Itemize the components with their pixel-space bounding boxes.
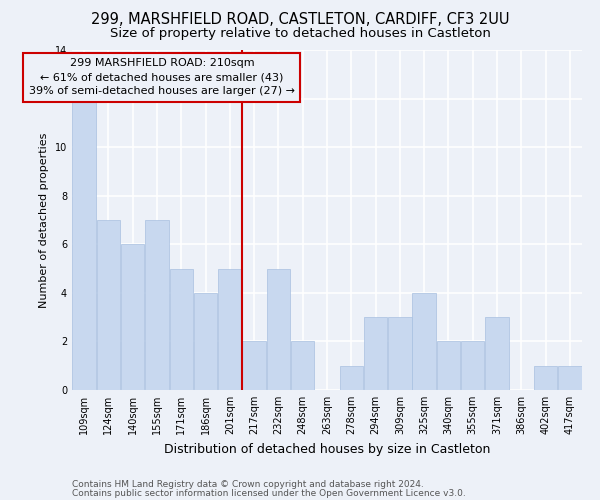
Bar [266, 268, 290, 390]
Bar [437, 342, 460, 390]
Bar [534, 366, 557, 390]
X-axis label: Distribution of detached houses by size in Castleton: Distribution of detached houses by size … [164, 442, 490, 456]
Text: 299, MARSHFIELD ROAD, CASTLETON, CARDIFF, CF3 2UU: 299, MARSHFIELD ROAD, CASTLETON, CARDIFF… [91, 12, 509, 28]
Bar [121, 244, 145, 390]
Text: 299 MARSHFIELD ROAD: 210sqm
← 61% of detached houses are smaller (43)
39% of sem: 299 MARSHFIELD ROAD: 210sqm ← 61% of det… [29, 58, 295, 96]
Text: Size of property relative to detached houses in Castleton: Size of property relative to detached ho… [110, 28, 490, 40]
Bar [291, 342, 314, 390]
Bar [485, 317, 509, 390]
Bar [364, 317, 388, 390]
Bar [461, 342, 484, 390]
Bar [388, 317, 412, 390]
Bar [242, 342, 266, 390]
Bar [97, 220, 120, 390]
Text: Contains public sector information licensed under the Open Government Licence v3: Contains public sector information licen… [72, 488, 466, 498]
Bar [170, 268, 193, 390]
Bar [145, 220, 169, 390]
Y-axis label: Number of detached properties: Number of detached properties [39, 132, 49, 308]
Text: Contains HM Land Registry data © Crown copyright and database right 2024.: Contains HM Land Registry data © Crown c… [72, 480, 424, 489]
Bar [73, 98, 96, 390]
Bar [194, 293, 217, 390]
Bar [558, 366, 581, 390]
Bar [340, 366, 363, 390]
Bar [218, 268, 242, 390]
Bar [412, 293, 436, 390]
